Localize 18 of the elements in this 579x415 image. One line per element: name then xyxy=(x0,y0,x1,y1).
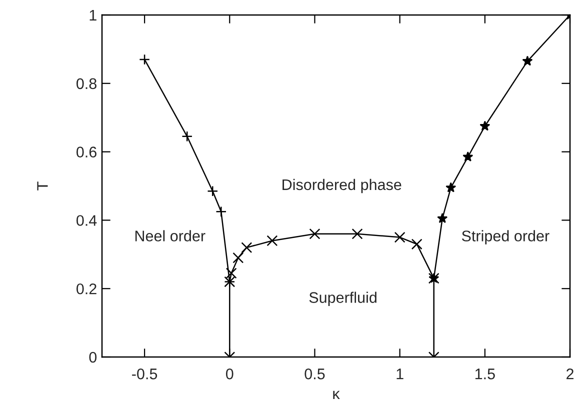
x-tick-label: 0 xyxy=(226,368,234,380)
annotation: Neel order xyxy=(135,230,206,242)
y-tick-label: 0.4 xyxy=(76,215,97,226)
annotation: Superfluid xyxy=(309,292,376,306)
x-axis-title: κ xyxy=(333,390,340,399)
y-tick-label: 0.6 xyxy=(76,146,96,158)
y-tick-label: 0.8 xyxy=(76,78,96,90)
y-tick-label: 0.2 xyxy=(76,283,96,294)
y-tick-label: 1 xyxy=(90,10,96,21)
y-tick-label: 0 xyxy=(89,352,97,363)
annotation: Striped order xyxy=(462,230,550,244)
x-tick-label: 1.5 xyxy=(475,368,495,380)
x-tick-label: -0.5 xyxy=(132,368,158,380)
x-tick-label: 1 xyxy=(396,368,404,380)
x-tick-label: 0.5 xyxy=(304,368,325,380)
x-tick-label: 2 xyxy=(566,368,574,380)
y-axis-title: T xyxy=(37,182,48,190)
annotation: Disordered phase xyxy=(282,178,402,194)
